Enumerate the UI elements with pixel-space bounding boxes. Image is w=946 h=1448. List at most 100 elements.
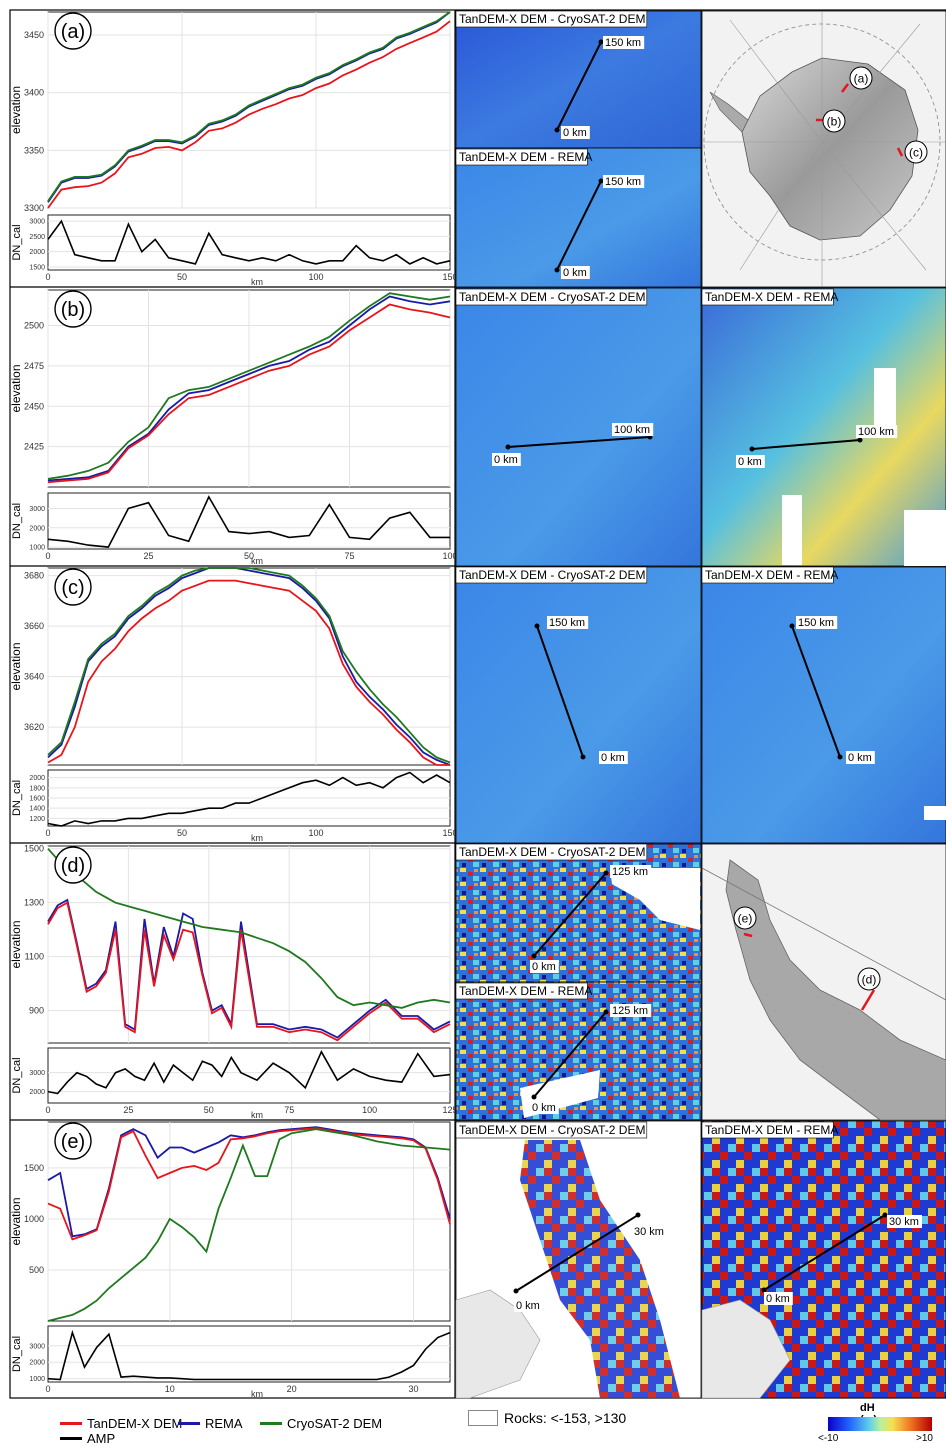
profile-end-label: 30 km <box>889 1216 919 1228</box>
profile-start-label: 0 km <box>516 1300 540 1312</box>
map-title-box <box>455 982 588 1000</box>
series-line <box>47 579 450 766</box>
amp-axis-label: DN_cal <box>11 224 23 260</box>
no-data-patch <box>874 368 896 428</box>
graticule-line <box>729 19 823 143</box>
elevation-tick-label: 3450 <box>24 30 44 40</box>
x-tick-label: 0 <box>45 1105 50 1115</box>
elevation-tick-label: 1100 <box>25 952 44 962</box>
no-data-patch <box>924 806 946 820</box>
map-title: TanDEM-X DEM - CryoSAT-2 DEM <box>459 1123 645 1137</box>
amp-axis-label: DN_cal <box>11 1336 23 1372</box>
amp-tick-label: 1500 <box>29 264 45 271</box>
overview-label-circle <box>822 109 846 133</box>
amp-tick-label: 1000 <box>29 545 45 552</box>
elevation-plot-area <box>47 845 451 1044</box>
x-tick-label: 75 <box>344 551 354 561</box>
x-tick-label: 100 <box>308 272 323 282</box>
elevation-tick-label: 1500 <box>24 844 44 854</box>
amp-tick-label: 3000 <box>29 506 45 513</box>
profile-start-point <box>837 754 843 760</box>
profile-end-point <box>603 870 609 876</box>
no-data-patch <box>904 510 946 566</box>
chart-a: 3300335034003450elevation(a)150020002500… <box>9 11 458 287</box>
panel-label: (e) <box>61 1131 85 1153</box>
x-axis-label: km <box>251 1389 263 1399</box>
profile-start-label: 0 km <box>601 752 625 764</box>
elevation-tick-label: 3640 <box>24 672 44 682</box>
antarctic-peninsula-shape <box>709 91 749 133</box>
legend-label-cryosat: CryoSAT-2 DEM <box>287 1416 383 1431</box>
x-tick-label: 50 <box>204 1105 214 1115</box>
profile-start-label: 0 km <box>563 267 587 279</box>
profile-line <box>533 1011 607 1098</box>
profile-start-label-bg <box>561 266 590 279</box>
profile-end-point <box>857 437 863 443</box>
overview-label-circle <box>904 140 928 164</box>
profile-start-point <box>513 1288 519 1294</box>
profile-end-point <box>789 623 795 629</box>
x-tick-label: 25 <box>123 1105 133 1115</box>
series-line <box>47 901 451 1042</box>
map-title: TanDEM-X DEM - REMA <box>705 568 838 582</box>
profile-end-label: 150 km <box>549 617 585 629</box>
elevation-tick-label: 900 <box>29 1006 44 1016</box>
map-a-cryosat <box>455 10 702 149</box>
profile-end-label: 150 km <box>605 176 641 188</box>
map-title-box <box>455 1121 648 1139</box>
map-a-rema <box>455 147 702 288</box>
map-title-box <box>455 288 648 306</box>
amp-tick-label: 1000 <box>29 1376 45 1383</box>
legend-swatch-amp <box>60 1437 82 1440</box>
amp-plot-area <box>47 492 451 550</box>
profile-line <box>791 625 841 758</box>
legend-item-tandemx: TanDEM-X DEM <box>60 1416 182 1431</box>
profile-end-label: 125 km <box>612 1005 648 1017</box>
x-tick-label: 0 <box>45 1384 50 1394</box>
track-marker <box>896 147 904 157</box>
panel-label-circle <box>54 12 92 50</box>
series-line <box>47 567 451 764</box>
elevation-tick-label: 3400 <box>24 88 44 98</box>
profile-start-label-bg <box>530 960 559 973</box>
amp-tick-label: 3000 <box>29 1343 45 1350</box>
amp-tick-label: 1800 <box>29 785 45 792</box>
legend-swatch-tandemx <box>60 1422 82 1425</box>
profile-start-point <box>580 754 586 760</box>
x-tick-label: 0 <box>45 551 50 561</box>
legend-swatch-rema <box>178 1422 200 1425</box>
rock-outline <box>701 1299 791 1399</box>
map-title: TanDEM-X DEM - REMA <box>705 290 838 304</box>
elevation-tick-label: 2425 <box>24 442 44 452</box>
profile-end-label-bg <box>610 865 652 878</box>
overview-label-circle <box>849 66 873 90</box>
antarctica-shape <box>741 57 919 241</box>
elevation-tick-label: 2500 <box>24 321 44 331</box>
amp-tick-label: 2000 <box>29 775 45 782</box>
no-data-patch <box>610 868 700 930</box>
profile-line <box>507 436 651 448</box>
profile-start-label: 0 km <box>494 454 518 466</box>
map-title-box <box>701 288 834 306</box>
overview-label: (e) <box>738 912 753 926</box>
legend-label-rocks: Rocks: <-153, >130 <box>504 1410 627 1426</box>
overview-label: (c) <box>909 146 923 160</box>
track-marker <box>860 989 876 1011</box>
map-title: TanDEM-X DEM - REMA <box>705 1123 838 1137</box>
profile-end-label-bg <box>610 1004 652 1017</box>
amp-tick-label: 1400 <box>29 806 45 813</box>
map-title: TanDEM-X DEM - CryoSAT-2 DEM <box>459 568 645 582</box>
x-tick-label: 0 <box>45 828 50 838</box>
elevation-tick-label: 3660 <box>24 621 44 631</box>
x-axis-label: km <box>251 277 263 287</box>
profile-end-point <box>534 623 540 629</box>
x-tick-label: 30 <box>408 1384 418 1394</box>
profile-start-label-bg <box>736 455 765 468</box>
colorbar-min-label: <-10 <box>818 1433 839 1444</box>
profile-end-label-bg <box>603 175 645 188</box>
legend-swatch-cryosat <box>260 1422 282 1425</box>
map-title: TanDEM-X DEM - REMA <box>459 150 592 164</box>
x-axis-label: km <box>251 1110 263 1120</box>
x-tick-label: 50 <box>244 551 254 561</box>
